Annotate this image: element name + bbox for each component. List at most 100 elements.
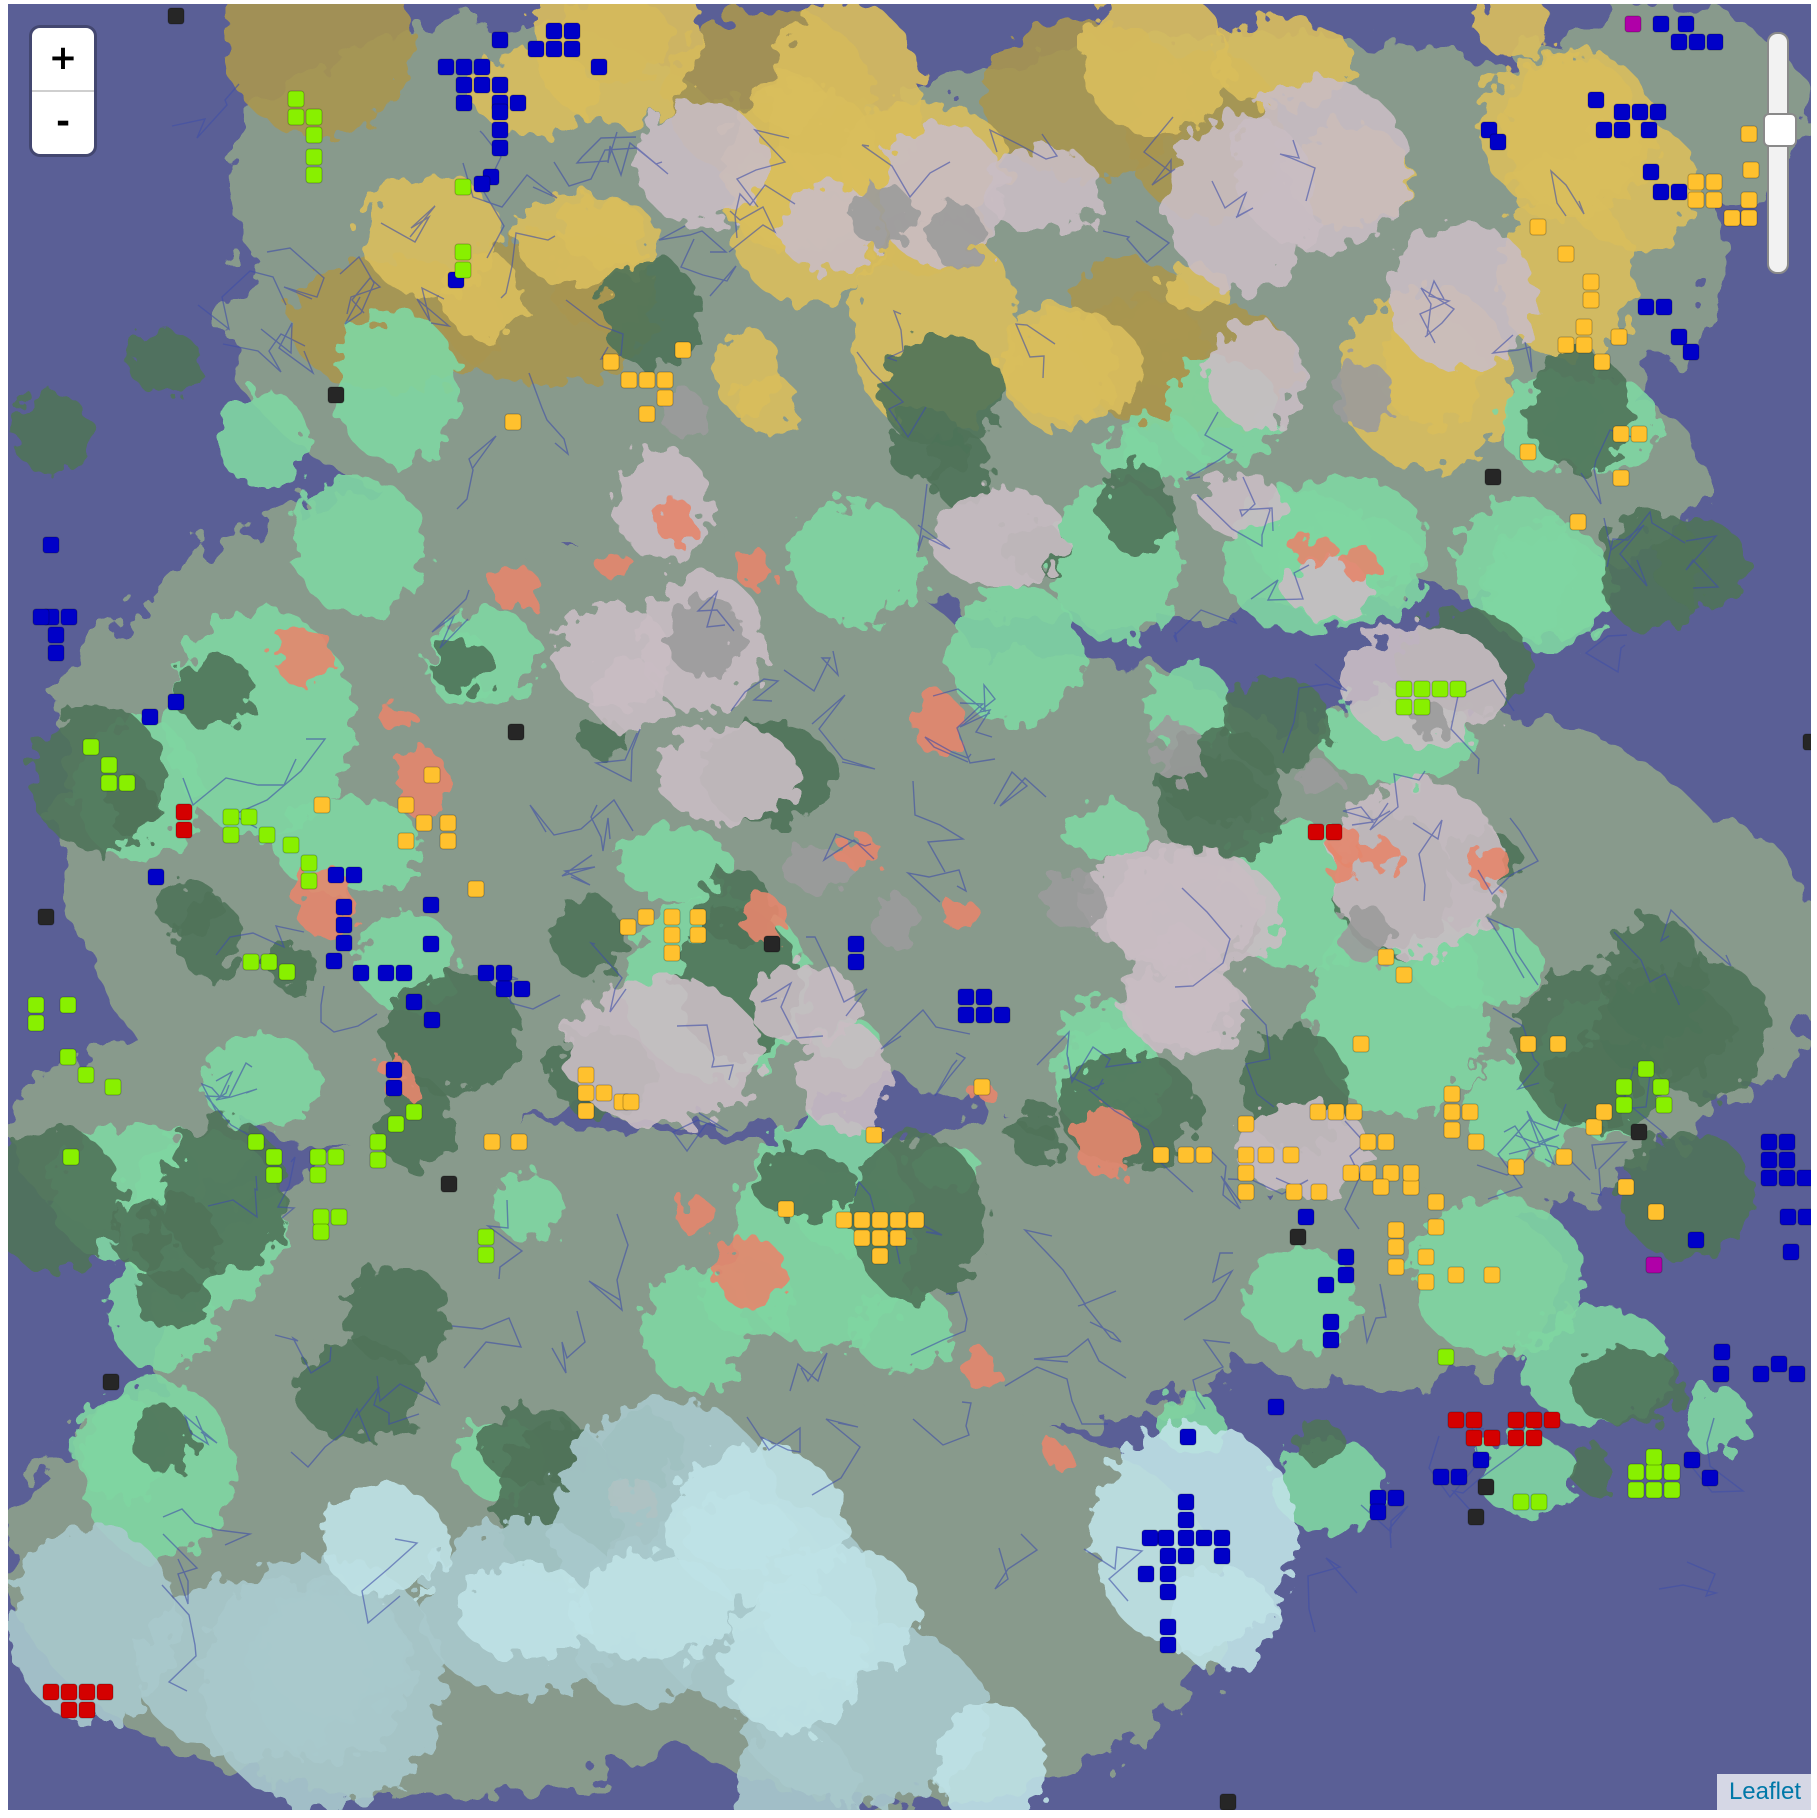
settlement-marker-blue[interactable]: [325, 952, 343, 970]
settlement-marker-blue[interactable]: [491, 76, 509, 94]
settlement-marker-blue[interactable]: [60, 608, 78, 626]
settlement-marker-orange[interactable]: [1359, 1133, 1377, 1151]
settlement-marker-blue[interactable]: [975, 988, 993, 1006]
settlement-marker-blue[interactable]: [1587, 91, 1605, 109]
settlement-marker-yellow-green[interactable]: [1530, 1493, 1548, 1511]
settlement-marker-blue[interactable]: [1195, 1529, 1213, 1547]
settlement-marker-blue[interactable]: [1688, 33, 1706, 51]
settlement-marker-blue[interactable]: [47, 626, 65, 644]
settlement-marker-blue[interactable]: [1652, 183, 1670, 201]
settlement-marker-yellow-green[interactable]: [454, 178, 472, 196]
settlement-marker-blue[interactable]: [1450, 1468, 1468, 1486]
settlement-marker-orange[interactable]: [1529, 218, 1547, 236]
settlement-marker-orange[interactable]: [1569, 513, 1587, 531]
settlement-marker-yellow-green[interactable]: [1663, 1481, 1681, 1499]
settlement-marker-yellow-green[interactable]: [1655, 1096, 1673, 1114]
settlement-marker-yellow-green[interactable]: [100, 756, 118, 774]
settlement-marker-orange[interactable]: [656, 371, 674, 389]
settlement-marker-blue[interactable]: [957, 988, 975, 1006]
settlement-marker-blue[interactable]: [847, 935, 865, 953]
settlement-marker-blue[interactable]: [957, 1006, 975, 1024]
settlement-marker-orange[interactable]: [1723, 209, 1741, 227]
settlement-marker-red[interactable]: [1325, 823, 1343, 841]
settlement-marker-blue[interactable]: [377, 964, 395, 982]
settlement-marker-red[interactable]: [175, 821, 193, 839]
settlement-marker-blue[interactable]: [1683, 1451, 1701, 1469]
settlement-marker-blue[interactable]: [437, 58, 455, 76]
settlement-marker-yellow-green[interactable]: [82, 738, 100, 756]
settlement-marker-yellow-green[interactable]: [1645, 1463, 1663, 1481]
settlement-marker-orange[interactable]: [1557, 336, 1575, 354]
settlement-marker-orange[interactable]: [1395, 966, 1413, 984]
settlement-marker-blue[interactable]: [1337, 1266, 1355, 1284]
zoom-in-button[interactable]: +: [48, 38, 78, 78]
settlement-marker-orange[interactable]: [871, 1247, 889, 1265]
settlement-marker-black[interactable]: [1484, 468, 1502, 486]
settlement-marker-blue[interactable]: [1778, 1133, 1796, 1151]
attribution-link[interactable]: Leaflet: [1728, 1778, 1801, 1805]
settlement-marker-blue[interactable]: [1595, 121, 1613, 139]
settlement-marker-orange[interactable]: [777, 1200, 795, 1218]
settlement-marker-orange[interactable]: [871, 1229, 889, 1247]
settlement-marker-blue[interactable]: [1652, 15, 1670, 33]
settlement-marker-orange[interactable]: [1610, 328, 1628, 346]
settlement-marker-blue[interactable]: [513, 980, 531, 998]
settlement-marker-blue[interactable]: [1472, 1451, 1490, 1469]
settlement-marker-yellow-green[interactable]: [454, 261, 472, 279]
settlement-marker-orange[interactable]: [1575, 336, 1593, 354]
settlement-marker-yellow-green[interactable]: [477, 1228, 495, 1246]
settlement-marker-yellow-green[interactable]: [260, 953, 278, 971]
settlement-marker-orange[interactable]: [1507, 1158, 1525, 1176]
settlement-marker-black[interactable]: [167, 7, 185, 25]
settlement-marker-orange[interactable]: [504, 413, 522, 431]
settlement-marker-orange[interactable]: [638, 405, 656, 423]
settlement-marker-orange[interactable]: [637, 908, 655, 926]
settlement-marker-orange[interactable]: [1310, 1183, 1328, 1201]
settlement-marker-orange[interactable]: [1342, 1164, 1360, 1182]
settlement-marker-blue[interactable]: [1613, 121, 1631, 139]
settlement-marker-blue[interactable]: [47, 644, 65, 662]
settlement-marker-yellow-green[interactable]: [1437, 1348, 1455, 1366]
settlement-marker-orange[interactable]: [663, 944, 681, 962]
settlement-marker-yellow-green[interactable]: [265, 1166, 283, 1184]
settlement-marker-orange[interactable]: [1647, 1203, 1665, 1221]
settlement-marker-orange[interactable]: [1740, 209, 1758, 227]
settlement-marker-yellow-green[interactable]: [312, 1223, 330, 1241]
settlement-marker-orange[interactable]: [853, 1211, 871, 1229]
zoom-out-button[interactable]: -: [55, 102, 71, 142]
settlement-marker-blue[interactable]: [1770, 1355, 1788, 1373]
settlement-marker-orange[interactable]: [1443, 1103, 1461, 1121]
settlement-marker-blue[interactable]: [491, 121, 509, 139]
settlement-marker-orange[interactable]: [674, 341, 692, 359]
settlement-marker-orange[interactable]: [1443, 1121, 1461, 1139]
settlement-marker-orange[interactable]: [619, 918, 637, 936]
settlement-marker-orange[interactable]: [1612, 425, 1630, 443]
settlement-marker-orange[interactable]: [689, 908, 707, 926]
settlement-marker-blue[interactable]: [527, 40, 545, 58]
settlement-marker-blue[interactable]: [1637, 298, 1655, 316]
settlement-marker-magenta[interactable]: [1624, 15, 1642, 33]
settlement-marker-red[interactable]: [60, 1701, 78, 1719]
settlement-marker-yellow-green[interactable]: [405, 1103, 423, 1121]
settlement-marker-orange[interactable]: [483, 1133, 501, 1151]
settlement-marker-yellow-green[interactable]: [305, 166, 323, 184]
settlement-marker-black[interactable]: [1802, 733, 1811, 751]
settlement-marker-blue[interactable]: [545, 22, 563, 40]
settlement-marker-blue[interactable]: [335, 934, 353, 952]
settlement-marker-black[interactable]: [507, 723, 525, 741]
settlement-marker-blue[interactable]: [590, 58, 608, 76]
settlement-marker-yellow-green[interactable]: [1449, 680, 1467, 698]
settlement-marker-yellow-green[interactable]: [258, 826, 276, 844]
settlement-marker-blue[interactable]: [455, 76, 473, 94]
settlement-marker-blue[interactable]: [847, 953, 865, 971]
settlement-marker-orange[interactable]: [439, 832, 457, 850]
settlement-marker-orange[interactable]: [638, 371, 656, 389]
settlement-marker-orange[interactable]: [595, 1084, 613, 1102]
settlement-marker-blue[interactable]: [1631, 103, 1649, 121]
settlement-marker-yellow-green[interactable]: [1395, 698, 1413, 716]
settlement-marker-red[interactable]: [78, 1701, 96, 1719]
settlement-marker-yellow-green[interactable]: [282, 836, 300, 854]
settlement-marker-red[interactable]: [1507, 1411, 1525, 1429]
settlement-marker-blue[interactable]: [405, 993, 423, 1011]
settlement-marker-yellow-green[interactable]: [1413, 680, 1431, 698]
